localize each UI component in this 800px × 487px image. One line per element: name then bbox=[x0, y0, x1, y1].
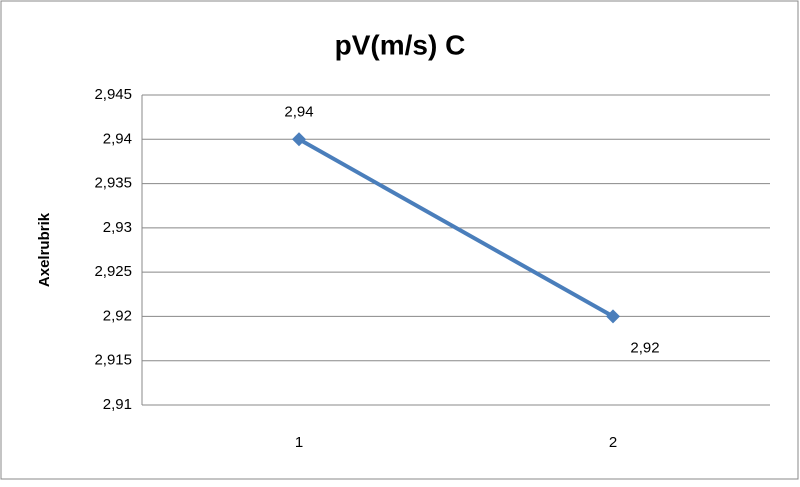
y-tick-label: 2,94 bbox=[103, 130, 132, 147]
y-tick-label: 2,915 bbox=[94, 352, 132, 369]
y-tick-label: 2,935 bbox=[94, 175, 132, 192]
point-marker bbox=[606, 309, 620, 324]
data-label: 2,94 bbox=[284, 103, 313, 120]
x-tick-label: 2 bbox=[609, 434, 617, 451]
y-tick-label: 2,91 bbox=[103, 396, 132, 413]
chart-title: pV(m/s) C bbox=[335, 29, 466, 60]
line-series bbox=[298, 137, 614, 319]
y-tick-label: 2,945 bbox=[94, 86, 132, 103]
y-tick-label: 2,92 bbox=[103, 307, 132, 324]
x-tick-label: 1 bbox=[295, 434, 303, 451]
y-tick-label: 2,93 bbox=[103, 219, 132, 236]
y-axis-label: Axelrubrik bbox=[36, 212, 53, 287]
data-label: 2,92 bbox=[630, 339, 659, 356]
point-marker bbox=[292, 132, 306, 147]
y-tick-label: 2,925 bbox=[94, 263, 132, 280]
